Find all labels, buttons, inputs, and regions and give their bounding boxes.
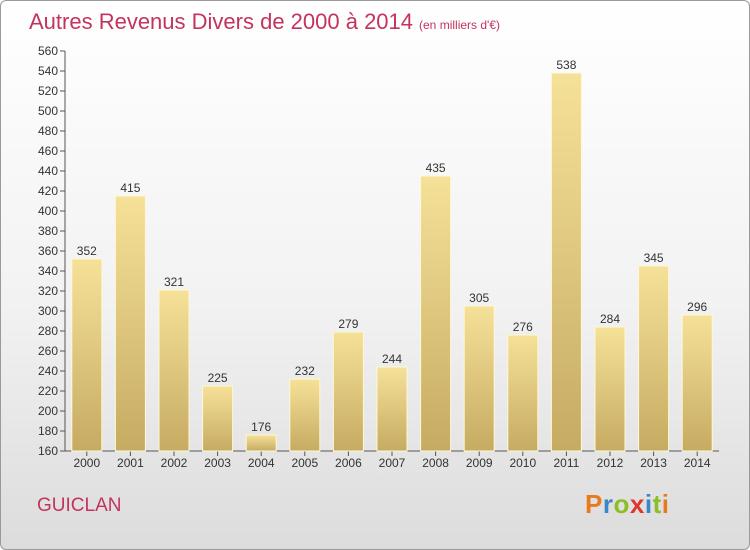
bar-2003: [202, 385, 234, 452]
data-label-2010: 276: [513, 320, 533, 334]
y-tick-label: 360: [38, 244, 58, 258]
x-tick-label: 2011: [553, 456, 579, 470]
data-label-2000: 352: [77, 244, 97, 258]
data-label-2006: 279: [338, 317, 358, 331]
bar-2001: [114, 195, 146, 452]
data-label-2009: 305: [469, 291, 489, 305]
x-tick-label: 2000: [73, 456, 100, 470]
bars: 352 415 321 225 176 232 279 244 435 305 276 538 284 3…: [71, 58, 713, 452]
proxiti-logo[interactable]: Proxiti: [585, 489, 670, 519]
y-tick-label: 540: [38, 64, 58, 78]
chart-unit: (en milliers d'€): [419, 18, 500, 32]
y-tick-label: 440: [38, 164, 58, 178]
x-tick-label: 2001: [117, 456, 144, 470]
bar-2011: [550, 72, 582, 452]
data-label-2012: 284: [600, 312, 620, 326]
bar-2010: [507, 334, 539, 452]
x-tick-label: 2005: [291, 456, 318, 470]
data-label-2008: 435: [426, 161, 446, 175]
y-tick-label: 460: [38, 144, 58, 158]
bar-2007: [376, 366, 408, 452]
data-label-2013: 345: [644, 251, 664, 265]
data-label-2002: 321: [164, 275, 184, 289]
data-label-2011: 538: [556, 58, 576, 72]
x-tick-label: 2006: [335, 456, 362, 470]
y-tick-label: 280: [38, 324, 58, 338]
bar-2009: [463, 305, 495, 452]
bar-2000: [71, 258, 103, 452]
bar-2005: [289, 378, 321, 452]
y-tick-label: 480: [38, 124, 58, 138]
y-tick-label: 420: [38, 184, 58, 198]
bar-2012: [594, 326, 626, 452]
commune-name: GUICLAN: [37, 495, 122, 516]
x-tick-label: 2014: [684, 456, 711, 470]
data-label-2004: 176: [251, 420, 271, 434]
x-tick-label: 2003: [204, 456, 231, 470]
y-tick-label: 520: [38, 84, 58, 98]
axes: 160 180 200 220 240 260 280 300 320 340 360 380 400 4…: [38, 44, 719, 470]
y-tick-label: 560: [38, 44, 58, 58]
data-label-2003: 225: [208, 371, 228, 385]
y-tick-label: 320: [38, 284, 58, 298]
bar-2014: [681, 314, 713, 452]
x-tick-label: 2010: [509, 456, 536, 470]
chart-title: Autres Revenus Divers de 2000 à 2014 (en …: [29, 9, 500, 35]
x-tick-label: 2008: [422, 456, 449, 470]
data-label-2005: 232: [295, 364, 315, 378]
x-tick-label: 2012: [597, 456, 624, 470]
y-tick-label: 180: [38, 424, 58, 438]
y-tick-label: 260: [38, 344, 58, 358]
x-tick-label: 2013: [640, 456, 667, 470]
data-label-2014: 296: [687, 300, 707, 314]
data-label-2001: 415: [120, 181, 140, 195]
y-tick-label: 220: [38, 384, 58, 398]
x-tick-label: 2004: [248, 456, 275, 470]
bar-2008: [420, 175, 452, 452]
y-tick-label: 340: [38, 264, 58, 278]
x-tick-label: 2007: [379, 456, 406, 470]
bar-2002: [158, 289, 190, 452]
chart-title-text: Autres Revenus Divers de 2000 à 2014: [29, 9, 414, 34]
bar-2004: [245, 434, 277, 452]
x-tick-label: 2009: [466, 456, 493, 470]
y-tick-label: 240: [38, 364, 58, 378]
x-tick-label: 2002: [161, 456, 188, 470]
y-tick-label: 400: [38, 204, 58, 218]
bar-2006: [332, 331, 364, 452]
y-tick-label: 200: [38, 404, 58, 418]
y-tick-label: 300: [38, 304, 58, 318]
y-tick-label: 380: [38, 224, 58, 238]
y-tick-label: 500: [38, 104, 58, 118]
y-tick-label: 160: [38, 444, 58, 458]
data-label-2007: 244: [382, 352, 402, 366]
bar-2013: [638, 265, 670, 452]
